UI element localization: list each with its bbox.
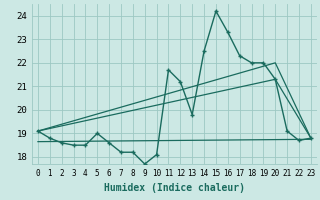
X-axis label: Humidex (Indice chaleur): Humidex (Indice chaleur) bbox=[104, 183, 245, 193]
